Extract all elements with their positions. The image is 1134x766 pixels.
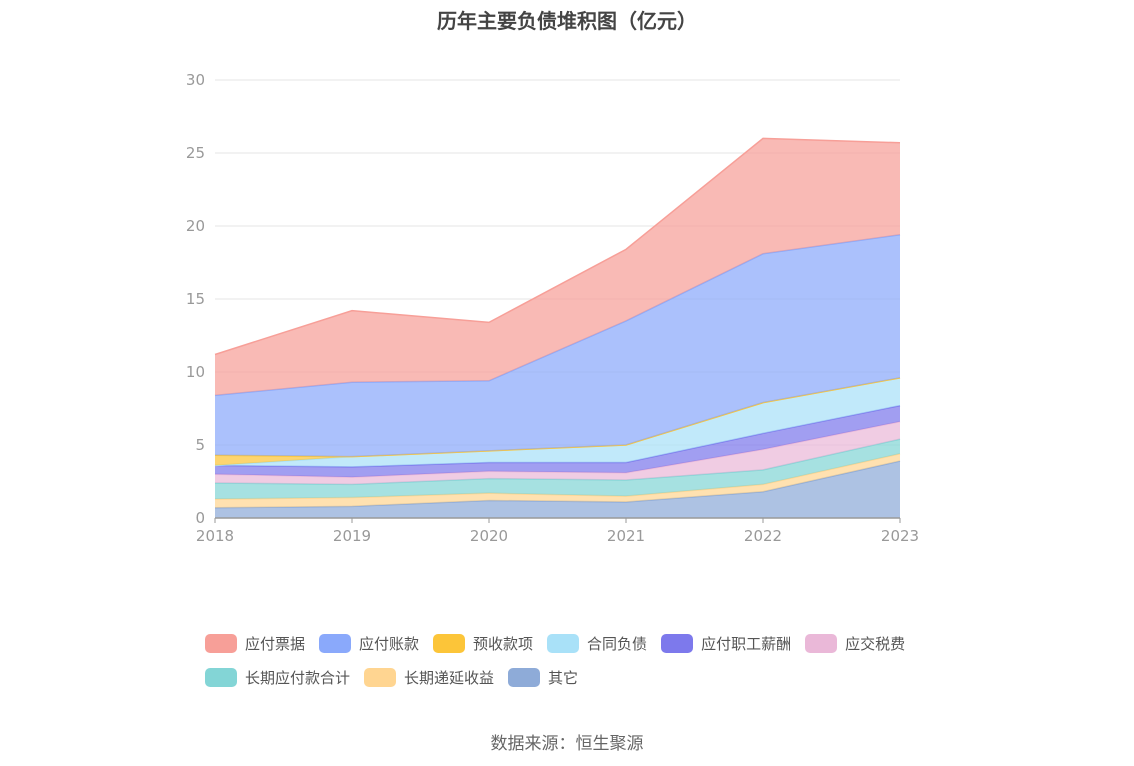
area-series xyxy=(215,377,900,467)
legend-swatch xyxy=(547,633,580,653)
legend-swatch xyxy=(205,667,237,687)
area-series xyxy=(215,461,900,518)
legend-item[interactable]: 应付账款 xyxy=(319,632,419,654)
y-tick-label: 15 xyxy=(186,290,205,308)
legend-label: 应付账款 xyxy=(359,634,420,653)
legend-item[interactable]: 应交税费 xyxy=(805,632,905,654)
legend-item[interactable]: 合同负债 xyxy=(547,632,647,654)
legend-label: 应交税费 xyxy=(845,634,906,653)
legend-item[interactable]: 长期应付款合计 xyxy=(205,666,350,688)
y-tick-label: 30 xyxy=(186,71,205,89)
area-series xyxy=(215,453,900,508)
legend-item[interactable]: 应付职工薪酬 xyxy=(661,632,791,654)
legend-label: 合同负债 xyxy=(587,634,648,653)
area-series-line xyxy=(214,137,901,356)
data-source-note: 数据来源：恒生聚源 xyxy=(490,734,644,754)
y-tick-label: 20 xyxy=(186,217,205,235)
x-tick-label: 2021 xyxy=(607,527,645,545)
legend: 应付票据 应付账款 预收款项 合同负债 应付职工薪酬 应交税费长期应付款合计 长期递延收益 其… xyxy=(205,632,945,700)
legend-label: 其它 xyxy=(548,668,579,687)
legend-item[interactable]: 应付票据 xyxy=(205,632,305,654)
x-tick-label: 2018 xyxy=(196,527,234,545)
legend-label: 应付票据 xyxy=(245,634,306,653)
area-series-line xyxy=(214,377,901,458)
x-tick-label: 2022 xyxy=(744,527,782,545)
legend-swatch xyxy=(364,667,397,687)
legend-swatch xyxy=(205,633,237,653)
y-tick-label: 10 xyxy=(186,363,205,381)
x-tick-label: 2020 xyxy=(470,527,508,545)
legend-label: 预收款项 xyxy=(473,634,534,653)
legend-item[interactable]: 其它 xyxy=(508,666,578,688)
legend-label: 长期递延收益 xyxy=(404,668,495,687)
area-series xyxy=(215,138,900,396)
y-tick-label: 25 xyxy=(186,144,205,162)
legend-item[interactable]: 长期递延收益 xyxy=(364,666,494,688)
area-series xyxy=(215,234,900,457)
x-tick-label: 2023 xyxy=(881,527,919,545)
legend-swatch xyxy=(805,633,838,653)
legend-label: 应付职工薪酬 xyxy=(701,634,792,653)
legend-swatch xyxy=(508,667,541,687)
x-tick-label: 2019 xyxy=(333,527,371,545)
y-tick-label: 5 xyxy=(195,436,205,454)
legend-swatch xyxy=(433,633,466,653)
legend-swatch xyxy=(319,633,352,653)
area-series xyxy=(215,421,900,485)
legend-label: 长期应付款合计 xyxy=(245,668,351,687)
legend-item[interactable]: 预收款项 xyxy=(433,632,533,654)
area-series xyxy=(215,439,900,500)
area-layer xyxy=(214,137,901,518)
axis-layer: 0 5 10 15 20 25 30 2018 2019 2020 2021 2022 2023 xyxy=(186,71,919,545)
y-tick-label: 0 xyxy=(195,509,205,527)
chart-title: 历年主要负债堆积图（亿元） xyxy=(437,9,697,33)
legend-swatch xyxy=(661,633,694,653)
